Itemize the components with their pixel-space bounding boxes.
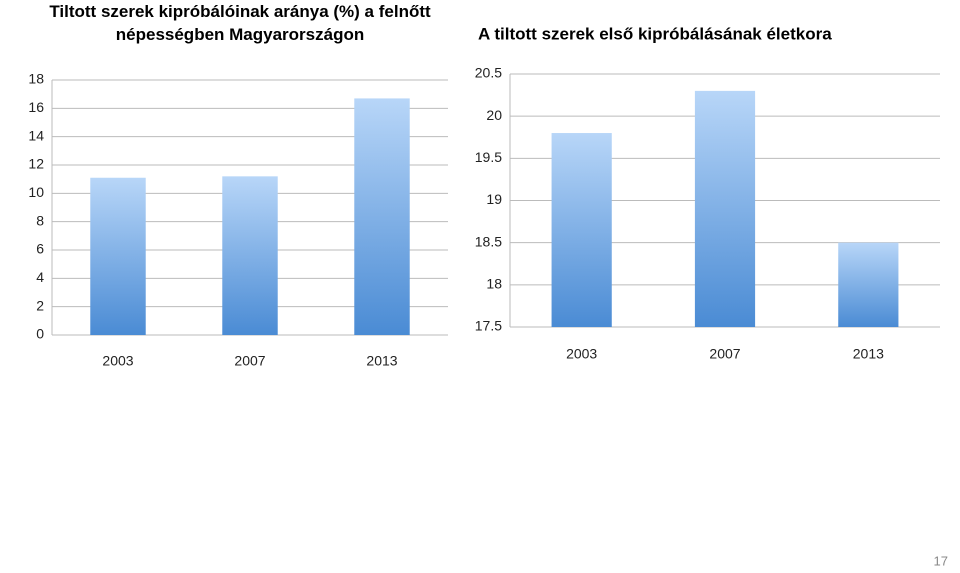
y-tick-label: 4 <box>36 269 44 285</box>
y-tick-label: 19 <box>486 191 502 207</box>
y-tick-label: 14 <box>28 127 44 143</box>
x-tick-label: 2013 <box>853 346 884 362</box>
y-tick-label: 12 <box>28 156 44 172</box>
y-tick-label: 8 <box>36 212 44 228</box>
y-tick-label: 18 <box>486 276 502 292</box>
bar <box>838 242 899 327</box>
slide-number: 17 <box>934 553 948 568</box>
chart-title: Tiltott szerek kipróbálóinak aránya (%) … <box>49 2 431 44</box>
y-tick-label: 20 <box>486 107 502 123</box>
y-tick-label: 6 <box>36 241 44 257</box>
bar <box>354 98 410 336</box>
x-tick-label: 2007 <box>709 346 740 362</box>
bar <box>90 177 146 335</box>
y-tick-label: 16 <box>28 99 44 115</box>
y-tick-label: 18 <box>28 71 44 87</box>
x-tick-label: 2003 <box>566 346 597 362</box>
chart-title: A tiltott szerek első kipróbálásának éle… <box>478 24 832 43</box>
y-tick-label: 19.5 <box>475 149 502 165</box>
y-tick-label: 10 <box>28 184 44 200</box>
x-tick-label: 2013 <box>366 353 397 369</box>
y-tick-label: 20.5 <box>475 65 502 81</box>
bar <box>694 90 756 327</box>
y-tick-label: 18.5 <box>475 233 502 249</box>
chart-title-box: Tiltott szerek kipróbálóinak aránya (%) … <box>49 2 431 44</box>
x-tick-label: 2003 <box>102 353 133 369</box>
y-tick-label: 17.5 <box>475 318 502 334</box>
bar <box>551 133 612 327</box>
y-tick-label: 0 <box>36 326 44 342</box>
bar <box>222 176 278 335</box>
x-tick-label: 2007 <box>234 353 265 369</box>
y-tick-label: 2 <box>36 297 44 313</box>
